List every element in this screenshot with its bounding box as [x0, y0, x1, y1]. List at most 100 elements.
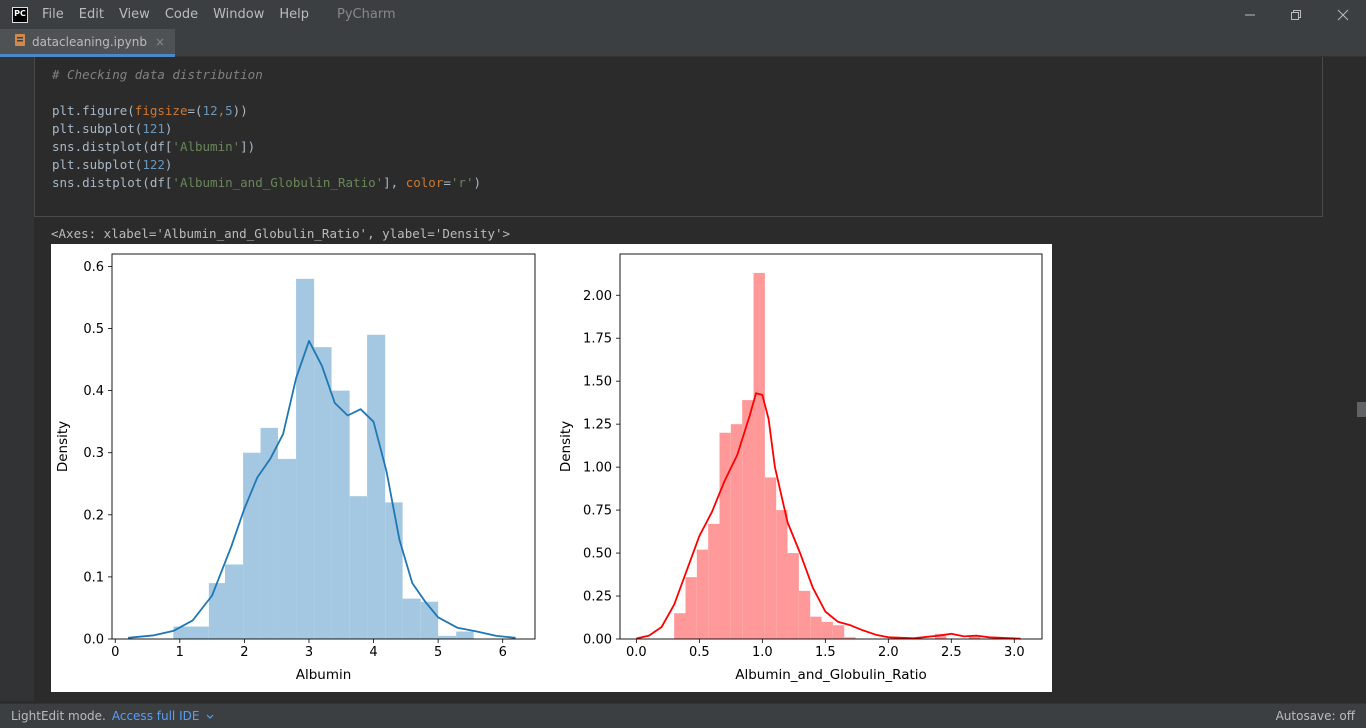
code-token: 121: [142, 121, 165, 136]
histogram-bar: [764, 477, 777, 639]
histogram-bar: [367, 334, 386, 639]
y-tick-label: 0.5: [83, 322, 104, 337]
tab-label: datacleaning.ipynb: [32, 34, 147, 49]
chart-2: 0.0 0.5 1.0 1.5 2.0 2.5 3.0 0.00 0.25 0.50 0.75 1.0…: [558, 253, 1043, 683]
x-tick-label: 1: [176, 645, 184, 660]
histogram-bar: [349, 496, 368, 639]
code-token: 'r': [450, 175, 474, 190]
histogram-bar: [730, 424, 743, 639]
y-tick-label: 0.2: [83, 508, 104, 523]
code-token: 'Albumin': [172, 139, 241, 154]
code-token: ]): [240, 139, 256, 154]
histogram-bar: [331, 390, 350, 639]
histogram-bar: [173, 626, 209, 639]
x-tick-label: 0: [111, 645, 119, 660]
histogram-bar: [277, 458, 297, 639]
x-tick-label: 1.5: [815, 645, 836, 660]
tab-datacleaning[interactable]: datacleaning.ipynb ×: [0, 29, 176, 57]
chevron-down-icon: [206, 714, 214, 719]
histogram-bar: [456, 631, 474, 639]
histogram-bar: [208, 583, 226, 639]
histogram-bar: [314, 347, 332, 639]
kde-line: [128, 340, 516, 639]
restore-icon[interactable]: [1273, 0, 1319, 29]
x-tick-label: 5: [434, 645, 442, 660]
x-tick-label: 0.5: [689, 645, 710, 660]
lightedit-mode-label: LightEdit mode.: [11, 709, 106, 723]
y-tick-label: 0.1: [83, 570, 104, 585]
y-tick-label: 0.6: [83, 260, 104, 275]
y-tick-label: 0.00: [583, 633, 612, 648]
code-cell[interactable]: # Checking data distribution plt.figure(…: [34, 57, 1323, 217]
menu-help[interactable]: Help: [279, 7, 309, 22]
code-token: =: [443, 175, 451, 190]
histogram-bar: [260, 427, 278, 639]
code-token: )): [232, 103, 248, 118]
y-tick-label: 0.4: [83, 384, 104, 399]
scrollbar-thumb[interactable]: [1357, 402, 1366, 417]
code-comment: # Checking data distribution: [52, 67, 263, 82]
tab-close-icon[interactable]: ×: [154, 34, 166, 49]
editor-tab-bar: datacleaning.ipynb ×: [0, 29, 1366, 57]
notebook-file-icon: [14, 33, 26, 50]
code-token: plt.subplot(: [52, 121, 143, 136]
x-tick-label: 6: [499, 645, 507, 660]
access-full-ide-link[interactable]: Access full IDE: [112, 709, 214, 723]
code-line: plt.subplot(121): [52, 121, 172, 136]
histogram-bar: [708, 523, 720, 639]
x-axis-label: Albumin_and_Globulin_Ratio: [735, 667, 927, 683]
histogram-bar: [385, 502, 403, 639]
y-tick-label: 0.3: [83, 446, 104, 461]
title-bar: PC File Edit View Code Window Help PyCha…: [0, 0, 1366, 29]
y-tick-label: 1.25: [583, 418, 612, 433]
x-tick-label: 0.0: [626, 645, 647, 660]
autosave-status[interactable]: Autosave: off: [1275, 709, 1355, 723]
histogram-bar: [696, 549, 709, 639]
y-tick-label: 1.75: [583, 332, 612, 347]
code-token: 5: [225, 103, 233, 118]
code-line: sns.distplot(df['Albumin_and_Globulin_Ra…: [52, 175, 481, 190]
histogram-bar: [719, 432, 731, 639]
y-tick-label: 0.0: [83, 633, 104, 648]
code-token: ): [473, 175, 481, 190]
y-tick-label: 0.50: [583, 547, 612, 562]
histogram-bar: [810, 616, 822, 639]
status-bar: LightEdit mode. Access full IDE Autosave…: [0, 703, 1366, 728]
histogram-bar: [243, 452, 261, 639]
code-line: plt.figure(figsize=(12,5)): [52, 103, 248, 118]
output-figure: 0 1 2 3 4 5 6 0.0 0.1 0.2 0.3 0.4 0.5 0.6 Albumin Densi…: [51, 244, 1052, 692]
menu-code[interactable]: Code: [164, 7, 199, 22]
code-token: plt.subplot(: [52, 157, 143, 172]
menu-window[interactable]: Window: [213, 7, 265, 22]
menu-edit[interactable]: Edit: [78, 7, 104, 22]
code-token: ],: [383, 175, 406, 190]
x-tick-label: 2.0: [878, 645, 899, 660]
y-tick-label: 1.50: [583, 375, 612, 390]
x-axis-label: Albumin: [296, 667, 352, 683]
cell-output-text: <Axes: xlabel='Albumin_and_Globulin_Rati…: [51, 226, 511, 241]
histogram-bar: [225, 564, 244, 639]
code-token: plt.figure(: [52, 103, 135, 118]
histogram-bar: [787, 553, 799, 639]
chart-1: 0 1 2 3 4 5 6 0.0 0.1 0.2 0.3 0.4 0.5 0.6 Albumin Densi…: [55, 253, 536, 683]
y-tick-label: 2.00: [583, 289, 612, 304]
histogram-bar: [844, 637, 856, 639]
x-tick-label: 2: [240, 645, 248, 660]
menu-file[interactable]: File: [42, 7, 64, 22]
minimize-icon[interactable]: [1227, 0, 1273, 29]
code-token: color: [405, 175, 444, 190]
histogram-bar: [753, 272, 765, 639]
code-token: ,: [217, 103, 226, 118]
menu-view[interactable]: View: [118, 7, 150, 22]
code-token: figsize: [134, 103, 188, 118]
editor-gutter: [0, 57, 34, 701]
x-tick-label: 3: [305, 645, 313, 660]
code-token: ): [164, 157, 173, 172]
code-token: ): [164, 121, 173, 136]
close-window-icon[interactable]: [1320, 0, 1366, 29]
x-tick-label: 4: [369, 645, 377, 660]
x-tick-label: 1.0: [752, 645, 773, 660]
histogram-bar: [438, 635, 457, 639]
code-token: 12: [202, 103, 218, 118]
y-tick-label: 1.00: [583, 461, 612, 476]
